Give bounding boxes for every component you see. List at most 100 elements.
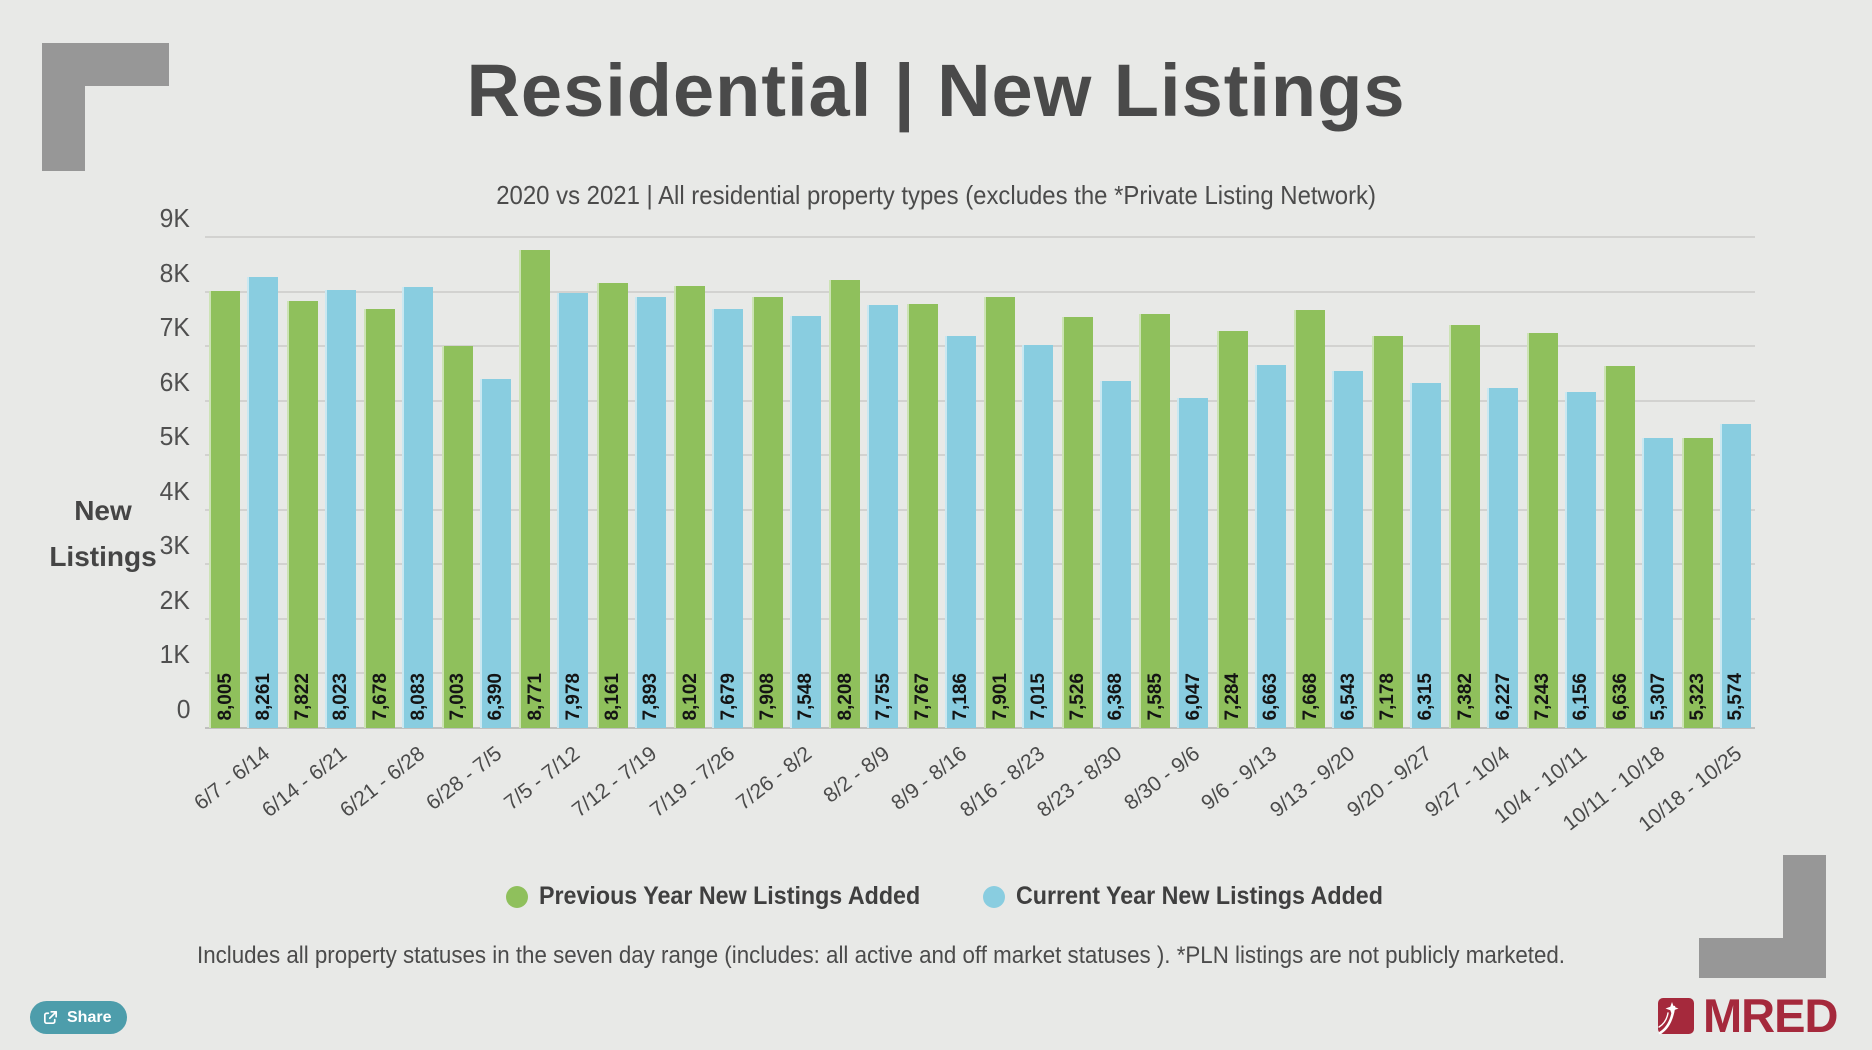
bar-current-year[interactable]: 6,047: [1177, 398, 1209, 728]
x-axis-label: 8/2 - 8/9: [819, 742, 894, 808]
bar-current-year[interactable]: 7,679: [712, 309, 744, 728]
x-axis-label: 9/20 - 9/27: [1343, 742, 1437, 822]
bar-current-year[interactable]: 7,548: [789, 316, 821, 728]
bar-previous-year[interactable]: 7,822: [286, 301, 318, 728]
legend-dot-previous-year: [505, 885, 528, 908]
bar-value-label: 5,307: [1647, 673, 1669, 721]
legend-item-current-year[interactable]: Current Year New Listings Added: [982, 882, 1411, 911]
bar-current-year[interactable]: 8,261: [247, 277, 279, 728]
bar-current-year[interactable]: 7,978: [557, 292, 589, 728]
x-axis-label: 8/23 - 8/30: [1033, 742, 1127, 822]
bar-value-label: 6,368: [1105, 673, 1127, 721]
bar-current-year[interactable]: 6,156: [1564, 392, 1596, 728]
bar-previous-year[interactable]: 7,668: [1294, 309, 1326, 728]
gridline: [205, 563, 1755, 566]
page-title: Residential | New Listings: [466, 49, 1406, 132]
y-tick-label: 4K: [159, 475, 190, 506]
mred-logo-icon: [1658, 997, 1694, 1034]
y-tick-label: 6K: [159, 366, 190, 397]
mred-logo: MRED: [1657, 988, 1838, 1043]
bar-previous-year[interactable]: 6,636: [1604, 365, 1636, 728]
bar-group: 7,767 7,186: [903, 237, 981, 728]
bar-value-label: 7,284: [1222, 673, 1244, 721]
bar-group: 5,323 5,574: [1678, 237, 1756, 728]
bar-value-label: 6,156: [1570, 673, 1592, 721]
bar-value-label: 5,323: [1687, 673, 1709, 721]
y-tick-label: 1K: [159, 639, 190, 670]
bar-value-label: 7,015: [1027, 673, 1049, 721]
bar-current-year[interactable]: 8,083: [402, 287, 434, 728]
bar-previous-year[interactable]: 8,161: [596, 282, 628, 728]
bar-previous-year[interactable]: 8,102: [674, 286, 706, 728]
bar-group: 8,208 7,755: [825, 237, 903, 728]
bar-value-label: 7,003: [447, 673, 469, 721]
bar-group: 6,636 5,307: [1600, 237, 1678, 728]
bar-previous-year[interactable]: 7,178: [1371, 336, 1403, 728]
bar-value-label: 6,227: [1492, 673, 1514, 721]
bar-value-label: 5,574: [1725, 673, 1747, 721]
x-axis-label: 7/19 - 7/26: [645, 742, 739, 822]
bar-current-year[interactable]: 5,574: [1719, 423, 1751, 728]
bar-previous-year[interactable]: 7,284: [1216, 330, 1248, 728]
bar-current-year[interactable]: 6,390: [479, 379, 511, 728]
x-axis-label: 6/21 - 6/28: [335, 742, 429, 822]
bar-previous-year[interactable]: 7,767: [906, 304, 938, 728]
bar-previous-year[interactable]: 7,003: [441, 345, 473, 728]
chart-plot-area: 8,005 8,261 7,822 8,023 7,678 8,083 7,003 6,390…: [205, 236, 1756, 729]
bar-previous-year[interactable]: 8,005: [209, 291, 241, 728]
bar-group: 8,161 7,893: [593, 237, 671, 728]
bar-value-label: 6,663: [1260, 673, 1282, 721]
bar-current-year[interactable]: 7,755: [867, 304, 899, 728]
bar-previous-year[interactable]: 7,585: [1139, 314, 1171, 728]
bar-current-year[interactable]: 8,023: [324, 290, 356, 728]
y-tick-label: 0: [176, 694, 190, 724]
bar-current-year[interactable]: 7,186: [944, 335, 976, 728]
bar-value-label: 7,382: [1454, 673, 1476, 721]
bar-current-year[interactable]: 6,543: [1332, 371, 1364, 728]
bar-group: 7,678 8,083: [360, 237, 438, 728]
bar-previous-year[interactable]: 7,382: [1449, 325, 1481, 728]
bar-value-label: 6,047: [1182, 673, 1204, 721]
bar-value-label: 7,755: [872, 673, 894, 721]
legend-dot-current-year: [982, 885, 1005, 908]
bar-group: 7,585 6,047: [1135, 237, 1213, 728]
bar-group: 7,901 7,015: [980, 237, 1058, 728]
gridline: [205, 508, 1755, 511]
bar-current-year[interactable]: 5,307: [1642, 438, 1674, 728]
bar-group: 8,005 8,261: [205, 237, 283, 728]
x-axis-label: 6/28 - 7/5: [422, 742, 507, 815]
bar-previous-year[interactable]: 8,771: [519, 249, 551, 728]
share-button[interactable]: Share: [30, 1001, 128, 1034]
bar-group: 7,178 6,315: [1368, 237, 1446, 728]
bar-previous-year[interactable]: 8,208: [829, 280, 861, 728]
bar-previous-year[interactable]: 7,901: [984, 296, 1016, 728]
bar-previous-year[interactable]: 7,678: [364, 309, 396, 728]
bar-current-year[interactable]: 7,015: [1022, 345, 1054, 728]
legend-item-previous-year[interactable]: Previous Year New Listings Added: [505, 882, 949, 911]
bar-value-label: 7,186: [950, 673, 972, 721]
bar-value-label: 7,585: [1144, 673, 1166, 721]
bar-previous-year[interactable]: 7,526: [1061, 317, 1093, 728]
bar-current-year[interactable]: 6,315: [1409, 383, 1441, 728]
bar-value-label: 8,083: [407, 673, 429, 721]
bar-previous-year[interactable]: 7,908: [751, 296, 783, 728]
x-axis-label: 8/30 - 9/6: [1119, 742, 1204, 815]
bar-value-label: 6,543: [1337, 673, 1359, 721]
bar-value-label: 7,679: [717, 673, 739, 721]
page-subtitle: 2020 vs 2021 | All residential property …: [496, 180, 1376, 210]
bar-current-year[interactable]: 6,368: [1099, 380, 1131, 728]
bar-value-label: 8,102: [679, 673, 701, 721]
bar-group: 7,668 6,543: [1290, 237, 1368, 728]
y-axis-title: New Listings: [49, 495, 157, 572]
bar-group: 8,102 7,679: [670, 237, 748, 728]
bar-value-label: 8,771: [524, 673, 546, 721]
bar-current-year[interactable]: 6,227: [1487, 388, 1519, 728]
bar-current-year[interactable]: 6,663: [1254, 364, 1286, 728]
bar-current-year[interactable]: 7,893: [634, 297, 666, 728]
bar-value-label: 7,678: [369, 673, 391, 721]
bar-value-label: 7,767: [912, 673, 934, 721]
share-button-label: Share: [67, 1008, 112, 1026]
bar-value-label: 7,668: [1299, 673, 1321, 721]
bar-previous-year[interactable]: 5,323: [1681, 437, 1713, 728]
bar-previous-year[interactable]: 7,243: [1526, 332, 1558, 728]
